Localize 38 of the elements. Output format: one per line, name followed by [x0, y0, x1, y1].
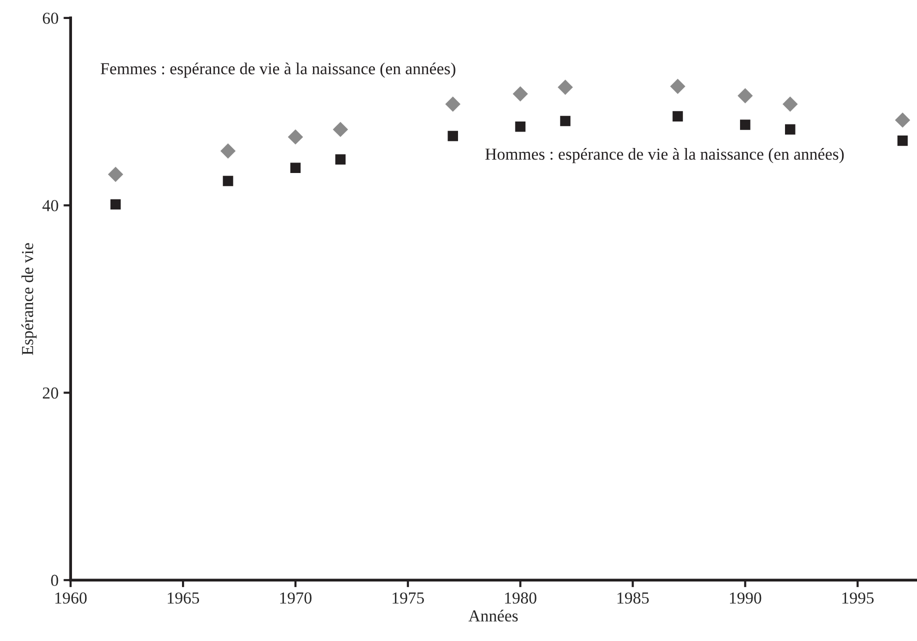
point — [782, 96, 798, 112]
point — [512, 86, 528, 102]
point — [335, 154, 346, 165]
x-tick-label: 1985 — [618, 592, 649, 604]
y-axis-title: Espérance de vie — [21, 243, 37, 355]
point — [740, 120, 750, 130]
point — [515, 121, 526, 132]
y-tick-label: 40 — [42, 200, 58, 212]
point — [670, 78, 686, 94]
point — [290, 162, 301, 174]
x-tick-label: 1970 — [280, 592, 312, 604]
point — [560, 116, 570, 126]
point — [222, 176, 234, 186]
point — [894, 112, 910, 128]
point — [558, 80, 573, 95]
point — [110, 199, 121, 210]
point — [288, 129, 304, 145]
x-tick-label: 1990 — [730, 592, 762, 604]
x-tick-label: 1960 — [55, 592, 87, 604]
point — [897, 136, 908, 146]
point — [220, 143, 236, 159]
y-tick-label: 20 — [42, 387, 58, 399]
point — [785, 124, 796, 135]
y-tick-label: 60 — [42, 12, 58, 24]
series-label: Femmes : espérance de vie à la naissance (en années) — [100, 62, 456, 78]
point — [672, 111, 683, 122]
x-tick-label: 1965 — [168, 592, 200, 604]
x-tick-label: 1975 — [392, 592, 424, 604]
point — [332, 122, 348, 138]
x-tick-label: 1995 — [842, 592, 874, 604]
x-axis-title: Années — [468, 610, 518, 622]
y-tick-label: 0 — [51, 574, 58, 586]
point — [108, 166, 124, 182]
point — [738, 88, 753, 104]
x-tick-label: 1980 — [505, 592, 536, 604]
point — [445, 96, 460, 112]
point — [448, 130, 458, 142]
series-label: Hommes : espérance de vie à la naissance (en années) — [485, 148, 844, 164]
